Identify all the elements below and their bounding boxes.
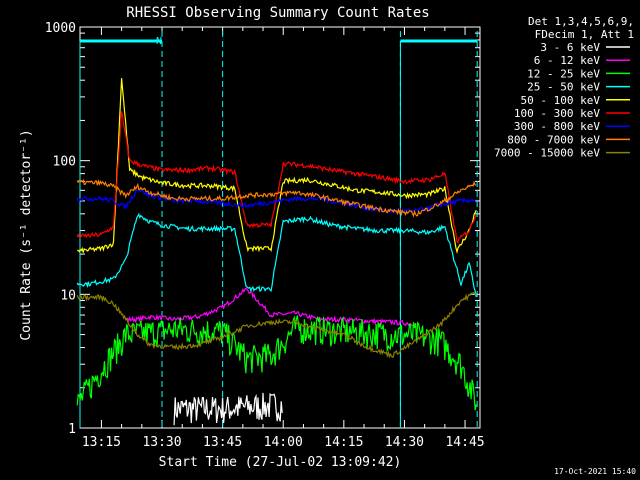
x-axis-label: Start Time (27-Jul-02 13:09:42) [159,455,402,470]
y-axis-label: Count Rate (s⁻¹ detector⁻¹) [19,129,34,340]
legend-entry-label: 7000 - 15000 keV [494,147,600,160]
legend-header-line: Det 1,3,4,5,6,9, [528,15,634,28]
series-line-800-7000-kev [76,178,477,218]
x-tick-label: 14:00 [264,435,303,450]
legend-entry-label: 300 - 800 keV [514,120,600,133]
legend: Det 1,3,4,5,6,9,FDecim 1, Att 13 - 6 keV… [494,15,634,160]
y-tick-label: 1000 [45,21,76,36]
time-markers [79,31,478,428]
series-layer [76,78,477,426]
legend-entry-label: 25 - 50 keV [527,81,600,94]
legend-entry-label: 12 - 25 keV [527,67,600,80]
series-line-300-800-kev [76,188,477,215]
x-tick-label: 14:45 [445,435,484,450]
footer-date: 17-Oct-2021 15:40 [554,467,636,476]
legend-entry-label: 3 - 6 keV [540,41,600,54]
annotation-marker: N [156,36,162,47]
series-line-25-50-kev [76,212,477,298]
series-line-100-300-kev [76,111,477,244]
axes-layer: 13:15 13:30 13:45 14:00 14:15 14:30 14:45 1 10 10… [45,21,485,450]
legend-entry-label: 100 - 300 keV [514,107,600,120]
x-tick-label: 13:30 [142,435,181,450]
y-tick-label: 10 [60,288,76,303]
legend-entry-label: 800 - 7000 keV [507,133,600,146]
series-line-6-12-kev [125,287,417,327]
series-line-12-25-kev [76,315,477,411]
y-tick-label: 100 [53,155,76,170]
series-line-7000-15000-kev [76,292,477,359]
x-tick-label: 14:15 [324,435,363,450]
series-line-3-6-kev [173,392,283,426]
chart-title: RHESSI Observing Summary Count Rates [126,5,429,21]
legend-entry-label: 50 - 100 keV [521,94,601,107]
x-tick-label: 14:30 [385,435,424,450]
legend-entry-label: 6 - 12 keV [534,54,601,67]
x-tick-label: 13:15 [82,435,121,450]
legend-header-line: FDecim 1, Att 1 [535,28,634,41]
x-tick-label: 13:45 [203,435,242,450]
y-tick-label: 1 [68,422,76,437]
series-line-50-100-kev [76,78,477,254]
